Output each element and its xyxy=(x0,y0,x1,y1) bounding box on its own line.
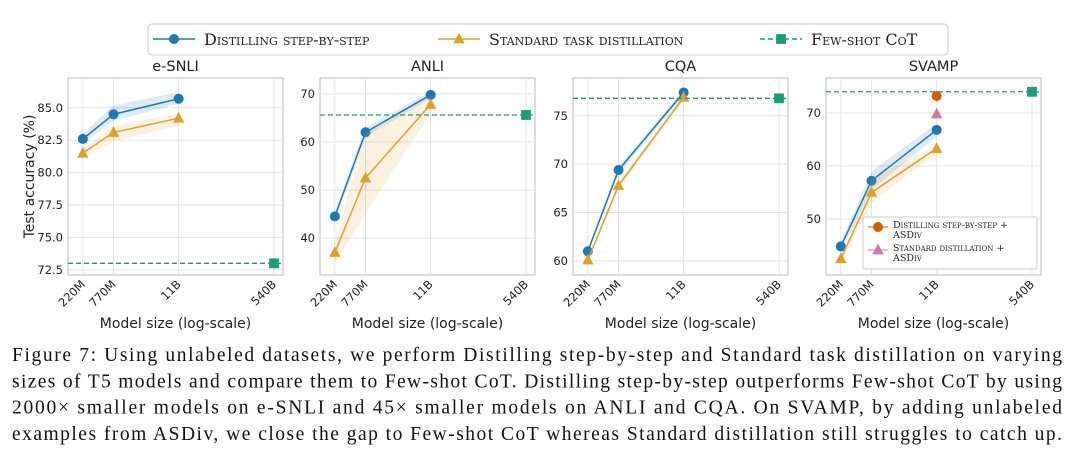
data-point xyxy=(774,93,784,104)
x-tick-label: 540B xyxy=(500,277,531,308)
caption-line: 2000× smaller models on e-SNLI and 45× s… xyxy=(12,398,1062,419)
legend-marker xyxy=(873,221,884,232)
legend-label: Distilling step-by-step xyxy=(204,30,370,49)
legend-marker xyxy=(168,34,179,45)
y-tick-label: 75 xyxy=(553,109,568,123)
legend-label: Distilling step-by-step + ASDiv xyxy=(893,220,1009,241)
chart-title: SVAMP xyxy=(909,59,959,75)
data-point xyxy=(931,91,942,102)
error-band xyxy=(334,96,431,263)
x-tick-label: 540B xyxy=(248,277,279,308)
y-tick-label: 70 xyxy=(300,87,315,101)
x-tick-label: 770M xyxy=(844,277,876,309)
x-tick-label: 11B xyxy=(158,277,184,303)
caption-line: Figure 7: Using unlabeled datasets, we p… xyxy=(12,345,1062,366)
data-point xyxy=(359,171,372,183)
chart-title: e-SNLI xyxy=(152,59,199,75)
x-axis-label: Model size (log-scale) xyxy=(352,316,503,332)
chart-title: ANLI xyxy=(411,59,444,75)
data-point xyxy=(329,246,341,257)
plot-area xyxy=(319,77,536,276)
y-tick-label: 60 xyxy=(553,254,568,268)
data-point xyxy=(582,253,594,265)
error-band xyxy=(840,144,937,263)
x-axis-label: Model size (log-scale) xyxy=(605,316,756,332)
plot-area xyxy=(67,77,284,276)
x-tick-label: 770M xyxy=(86,277,118,309)
data-point xyxy=(930,107,943,119)
y-tick-label: 80.0 xyxy=(37,166,63,180)
y-tick-label: 50 xyxy=(806,212,821,226)
x-tick-label: 540B xyxy=(1006,277,1037,308)
x-tick-label: 11B xyxy=(663,277,689,303)
chart-title: CQA xyxy=(665,59,697,75)
y-tick-label: 82.5 xyxy=(37,133,63,147)
data-point xyxy=(269,258,279,269)
data-point xyxy=(835,252,847,263)
legend-box xyxy=(147,23,949,56)
x-tick-label: 770M xyxy=(591,277,623,309)
caption-line: examples from ASDiv, we close the gap to… xyxy=(12,424,1062,445)
data-point xyxy=(521,110,531,120)
legend-marker xyxy=(872,243,884,255)
data-point xyxy=(835,241,846,252)
legend-marker xyxy=(453,32,465,44)
x-tick-label: 220M xyxy=(308,277,340,309)
x-axis-label: Model size (log-scale) xyxy=(858,316,1009,332)
legend-label: Standard distillation + ASDiv xyxy=(893,243,1005,264)
data-point xyxy=(1027,86,1037,97)
y-tick-label: 70 xyxy=(806,106,821,120)
y-tick-label: 60 xyxy=(806,159,821,173)
x-tick-label: 220M xyxy=(561,277,593,309)
y-tick-label: 85.0 xyxy=(37,101,63,115)
y-tick-label: 72.5 xyxy=(37,263,63,277)
x-axis-label: Model size (log-scale) xyxy=(100,316,251,332)
data-point xyxy=(173,93,184,104)
legend-box xyxy=(862,216,1038,270)
x-tick-label: 540B xyxy=(753,277,784,308)
y-tick-label: 40 xyxy=(300,231,315,245)
data-point xyxy=(930,142,943,153)
legend-marker xyxy=(776,34,786,44)
data-point xyxy=(931,124,942,135)
plot-area xyxy=(572,77,789,276)
data-point xyxy=(865,186,878,197)
x-tick-label: 11B xyxy=(410,277,436,303)
y-tick-label: 70 xyxy=(553,157,568,171)
data-point xyxy=(360,127,371,138)
x-tick-label: 220M xyxy=(56,277,88,309)
legend-label: Standard task distillation xyxy=(489,30,684,49)
data-point xyxy=(77,146,89,158)
data-point xyxy=(108,109,119,120)
error-band xyxy=(840,123,937,251)
data-point xyxy=(424,98,437,109)
data-point xyxy=(107,126,120,137)
data-point xyxy=(677,91,690,102)
error-band xyxy=(587,89,684,254)
data-point xyxy=(172,111,185,123)
data-point xyxy=(329,211,340,222)
data-point xyxy=(613,164,624,175)
y-tick-label: 75.0 xyxy=(37,230,63,244)
data-point xyxy=(612,179,625,190)
y-axis-label: Test accuracy (%) xyxy=(22,115,38,240)
data-point xyxy=(866,175,877,186)
y-tick-label: 65 xyxy=(553,206,568,220)
x-tick-label: 770M xyxy=(338,277,370,309)
y-tick-label: 77.5 xyxy=(37,198,63,212)
caption-line: sizes of T5 models and compare them to F… xyxy=(12,371,1062,392)
y-tick-label: 60 xyxy=(300,135,315,149)
x-tick-label: 220M xyxy=(814,277,846,309)
x-tick-label: 11B xyxy=(916,277,942,303)
y-tick-label: 50 xyxy=(300,183,315,197)
legend-label: Few-shot CoT xyxy=(811,30,918,49)
data-point xyxy=(77,133,88,144)
